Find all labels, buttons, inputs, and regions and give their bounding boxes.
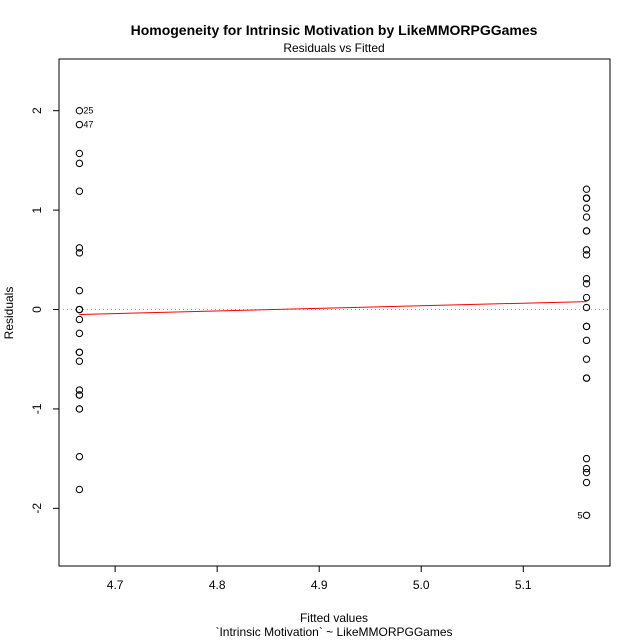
point-labels-layer: 25 47 5 bbox=[83, 106, 582, 521]
chart-subtitle: Residuals vs Fitted bbox=[283, 41, 384, 55]
x-axis: 4.7 4.8 4.9 5.0 5.1 bbox=[107, 565, 532, 592]
y-tick-label: -1 bbox=[30, 403, 44, 414]
residual-point bbox=[75, 405, 84, 413]
y-tick-label: -2 bbox=[30, 503, 44, 514]
point-label: 25 bbox=[83, 106, 93, 116]
residual-point bbox=[582, 213, 591, 221]
residual-point bbox=[75, 187, 84, 195]
residual-point bbox=[582, 336, 591, 345]
residual-point bbox=[582, 511, 591, 519]
residual-point bbox=[75, 106, 84, 115]
residual-point bbox=[75, 249, 84, 257]
x-axis-label: Fitted values bbox=[300, 611, 368, 625]
residual-point bbox=[582, 464, 591, 473]
x-tick-label: 4.9 bbox=[311, 578, 328, 592]
residual-point bbox=[582, 454, 591, 463]
x-tick-label: 4.8 bbox=[209, 578, 226, 592]
residual-point bbox=[75, 357, 84, 365]
point-label: 5 bbox=[578, 510, 583, 520]
residual-point bbox=[582, 185, 591, 193]
smooth-line-layer bbox=[79, 301, 587, 315]
residual-point bbox=[582, 478, 591, 487]
residual-point bbox=[75, 149, 84, 158]
residual-point bbox=[75, 348, 84, 356]
x-tick-label: 5.0 bbox=[413, 578, 430, 592]
residual-point bbox=[75, 386, 84, 394]
residual-point bbox=[75, 329, 84, 338]
points-layer bbox=[75, 106, 591, 519]
residual-point bbox=[75, 244, 84, 252]
y-tick-label: 2 bbox=[30, 107, 44, 114]
residual-point bbox=[582, 303, 591, 312]
x-tick-label: 4.7 bbox=[107, 578, 124, 592]
x-axis-sublabel: `Intrinsic Motivation` ~ LikeMMORPGGames bbox=[215, 625, 452, 639]
residual-point bbox=[75, 452, 84, 461]
residual-point bbox=[582, 246, 591, 254]
residual-point bbox=[582, 322, 591, 331]
residual-point bbox=[582, 355, 591, 363]
residual-point bbox=[75, 120, 84, 129]
residual-point bbox=[582, 227, 591, 235]
y-axis-label: Residuals bbox=[2, 287, 16, 340]
residual-point bbox=[582, 293, 591, 302]
residual-point bbox=[75, 286, 84, 295]
residual-point bbox=[75, 485, 84, 494]
y-tick-label: 1 bbox=[30, 206, 44, 213]
residual-point bbox=[75, 305, 84, 314]
residual-point bbox=[75, 159, 84, 168]
residual-point bbox=[582, 204, 591, 212]
residual-point bbox=[582, 194, 591, 202]
chart-title: Homogeneity for Intrinsic Motivation by … bbox=[131, 22, 538, 38]
x-tick-label: 5.1 bbox=[515, 578, 532, 592]
residual-point bbox=[75, 315, 84, 324]
residual-point bbox=[75, 391, 84, 399]
y-tick-label: 0 bbox=[30, 306, 44, 313]
smooth-line bbox=[79, 301, 587, 315]
residual-point bbox=[582, 468, 591, 477]
residual-point bbox=[582, 251, 591, 259]
residual-point bbox=[582, 374, 591, 382]
residual-point bbox=[582, 279, 591, 288]
point-label: 47 bbox=[83, 120, 93, 130]
y-axis: -2 -1 0 1 2 bbox=[30, 107, 60, 514]
residual-point bbox=[582, 275, 591, 283]
